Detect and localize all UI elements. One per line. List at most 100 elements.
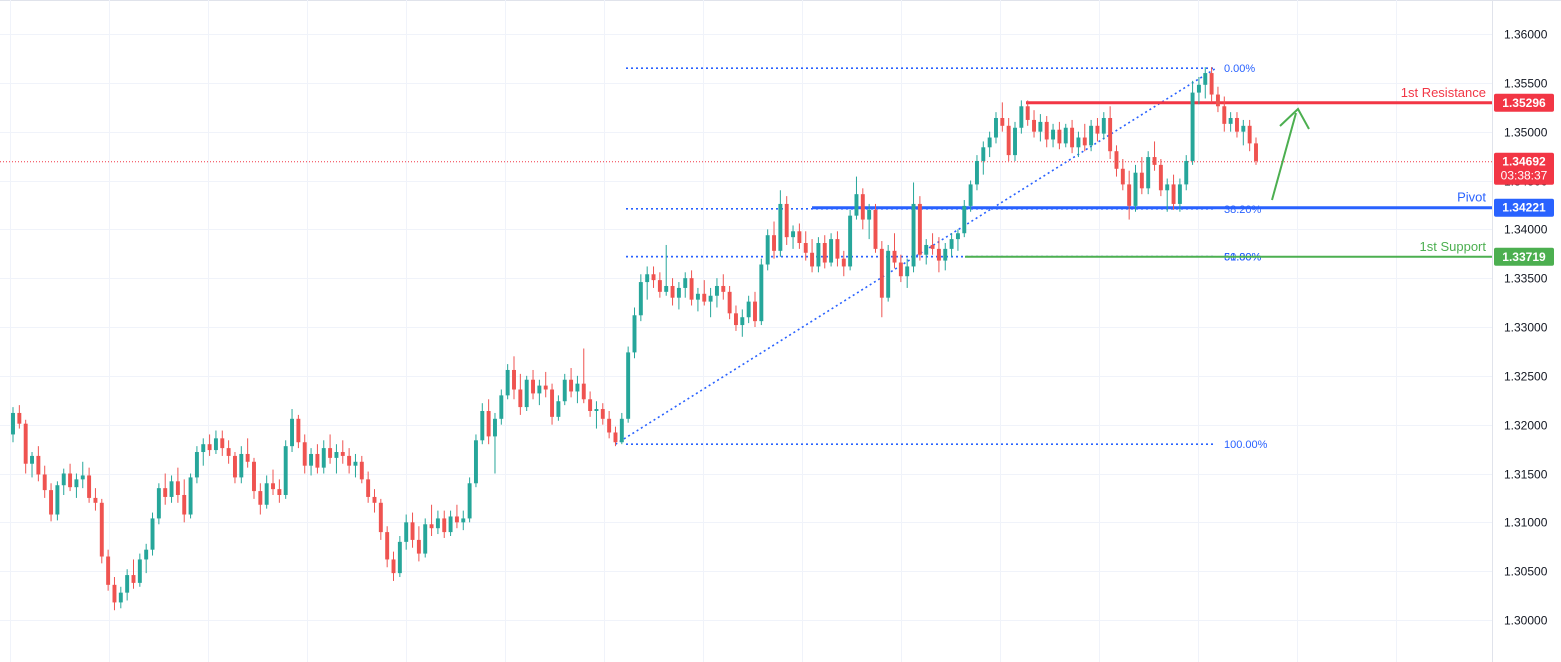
price-tick-label: 1.34000 (1504, 223, 1548, 237)
candle-body (112, 584, 117, 603)
candle-body (1000, 117, 1005, 126)
candle-body (258, 491, 263, 505)
candle-body (829, 239, 834, 263)
candle-body (486, 410, 491, 437)
candle-body (619, 418, 624, 443)
candle-body (1095, 125, 1100, 134)
chart-overlays: 0.00%38.20%50.00%61.80%100.00%1st Resist… (0, 63, 1492, 451)
candle-body (575, 383, 580, 392)
candle-body (42, 474, 47, 491)
candle-body (1254, 143, 1258, 161)
candle-body (1177, 184, 1182, 204)
candle-body (239, 453, 244, 478)
candle-body (404, 522, 409, 542)
candle-body (296, 418, 301, 443)
candle-body (791, 231, 796, 238)
candle-body (1241, 125, 1246, 132)
current-price-value: 1.34692 (1502, 155, 1546, 169)
candle-body (1108, 117, 1113, 152)
candle-body (588, 399, 593, 411)
candle-body (454, 516, 459, 523)
candle-body (252, 461, 256, 492)
candle-body (1019, 106, 1024, 128)
candle-body (271, 483, 275, 490)
candle-body (1203, 73, 1208, 85)
candle-body (879, 248, 884, 298)
candle-body (955, 233, 960, 240)
price-tick-label: 1.31500 (1504, 468, 1548, 482)
candle-body (1209, 73, 1214, 95)
candle-body (1247, 125, 1252, 144)
level-price-tag-text: 1.34221 (1502, 201, 1546, 215)
candle-body (569, 379, 574, 392)
level-name-label: Pivot (1457, 190, 1486, 205)
price-axis[interactable]: 1.360001.355001.350001.345001.340001.335… (1504, 28, 1548, 628)
candle-body (949, 239, 954, 249)
candle-body (245, 453, 250, 462)
candle-body (1089, 125, 1094, 146)
candle-body (1051, 129, 1056, 140)
candle-body (232, 455, 237, 478)
candle-body (543, 385, 548, 390)
candle-body (99, 502, 104, 557)
candle-body (898, 262, 903, 277)
candle-body (125, 575, 130, 593)
price-tick-label: 1.36000 (1504, 28, 1548, 42)
candle-body (1133, 172, 1138, 206)
candle-body (1120, 168, 1125, 185)
candle-body (778, 203, 783, 251)
candle-body (886, 250, 891, 298)
candle-body (765, 235, 770, 265)
candle-body (512, 369, 516, 390)
candle-body (772, 235, 776, 251)
candle-body (924, 244, 929, 255)
candle-body (860, 194, 865, 220)
countdown-timer: 03:38:37 (1501, 169, 1548, 183)
candle-body (353, 461, 358, 466)
candle-body (283, 446, 288, 495)
candle-body (93, 497, 98, 503)
candle-body (581, 383, 586, 400)
price-tick-label: 1.33500 (1504, 272, 1548, 286)
price-tick-label: 1.31000 (1504, 516, 1548, 530)
price-tick-label: 1.30500 (1504, 565, 1548, 579)
candle-body (442, 518, 447, 533)
price-tick-label: 1.32000 (1504, 419, 1548, 433)
candle-body (156, 488, 161, 519)
candle-body (315, 453, 320, 468)
candle-body (207, 444, 212, 451)
candle-body (714, 285, 719, 296)
candle-body (917, 203, 922, 255)
current-price-tag-bg (1494, 152, 1554, 185)
candle-body (1158, 164, 1163, 191)
candle-body (746, 301, 751, 318)
candle-body (410, 522, 415, 540)
candle-body (645, 274, 650, 283)
candle-body (613, 432, 618, 443)
price-tick-label: 1.33000 (1504, 321, 1548, 335)
candle-body (201, 444, 206, 453)
level-price-tag: 1.35296 (1494, 93, 1554, 112)
candle-body (347, 455, 352, 466)
candle-body (689, 278, 694, 300)
candle-body (74, 479, 79, 488)
level-price-tag-text: 1.33719 (1502, 250, 1546, 264)
candle-body (911, 203, 916, 267)
candle-body (1070, 127, 1075, 148)
candle-body (321, 448, 326, 468)
candle-body (1222, 106, 1227, 124)
candle-body (1165, 184, 1170, 191)
candle-body (175, 481, 180, 495)
price-tick-label: 1.35500 (1504, 77, 1548, 91)
candle-body (1114, 151, 1119, 169)
candle-body (873, 209, 878, 249)
candle-body (1013, 127, 1017, 156)
candle-body (277, 489, 282, 495)
candle-body (1171, 184, 1176, 204)
candle-body (638, 282, 643, 316)
candle-body (537, 385, 542, 394)
candle-body (759, 264, 764, 322)
